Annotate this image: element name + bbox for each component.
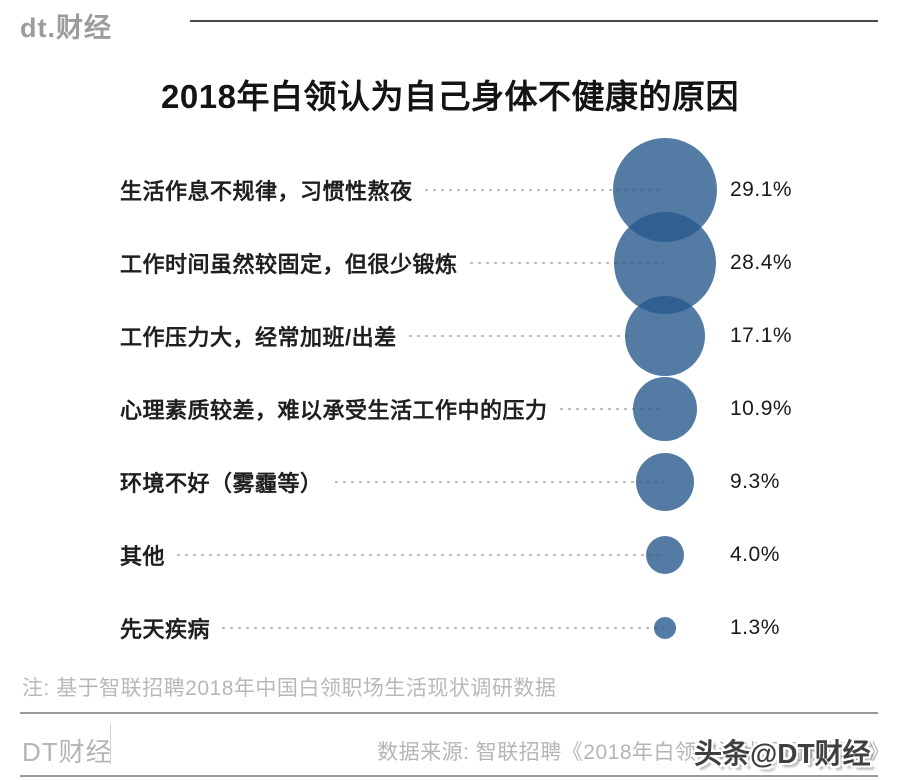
chart-row: 工作压力大，经常加班/出差 [120, 306, 665, 366]
value-label: 1.3% [730, 616, 780, 639]
dt-finance-logo: dt.财经 [20, 13, 112, 43]
chart-row: 其他 [120, 525, 665, 585]
footer-brand: DT财经 [22, 737, 113, 767]
value-label: 10.9% [730, 397, 793, 420]
value-label: 29.1% [730, 178, 793, 201]
chart-title: 2018年白领认为自己身体不健康的原因 [161, 78, 739, 115]
footer-rule-bottom [20, 775, 878, 777]
chart-row: 环境不好（雾霾等） [120, 452, 665, 512]
leader-line [559, 408, 665, 410]
leader-line [408, 335, 665, 337]
data-source: 数据来源: 智联招聘《2018年白领生活状况调研报告》 [377, 741, 890, 764]
chart-row: 工作时间虽然较固定，但很少锻炼 [120, 233, 665, 293]
toutiao-watermark: 头条@DT财经 [694, 738, 871, 769]
header-rule [190, 20, 878, 22]
leader-line [222, 627, 665, 629]
leader-line [424, 189, 665, 191]
category-label: 环境不好（雾霾等） [120, 471, 323, 496]
leader-line [469, 262, 665, 264]
footer-rule-top [20, 712, 878, 714]
footer-divider [110, 724, 111, 764]
value-label: 17.1% [730, 324, 793, 347]
chart-row: 心理素质较差，难以承受生活工作中的压力 [120, 379, 665, 439]
bubble [635, 452, 695, 512]
category-label: 其他 [120, 544, 166, 569]
value-label: 28.4% [730, 251, 793, 274]
leader-line [177, 554, 665, 556]
category-label: 工作时间虽然较固定，但很少锻炼 [120, 252, 458, 277]
category-label: 生活作息不规律，习惯性熬夜 [120, 179, 413, 204]
chart-row: 先天疾病 [120, 598, 665, 658]
value-label: 9.3% [730, 470, 780, 493]
chart-row: 生活作息不规律，习惯性熬夜 [120, 160, 665, 220]
bubble [645, 535, 685, 575]
footnote: 注: 基于智联招聘2018年中国白领职场生活现状调研数据 [22, 677, 557, 700]
bubble [654, 617, 676, 639]
category-label: 工作压力大，经常加班/出差 [120, 325, 397, 350]
value-label: 4.0% [730, 543, 780, 566]
category-label: 先天疾病 [120, 617, 211, 642]
bubble [625, 296, 705, 376]
category-label: 心理素质较差，难以承受生活工作中的压力 [120, 398, 548, 423]
leader-line [334, 481, 665, 483]
bubble [633, 377, 697, 441]
